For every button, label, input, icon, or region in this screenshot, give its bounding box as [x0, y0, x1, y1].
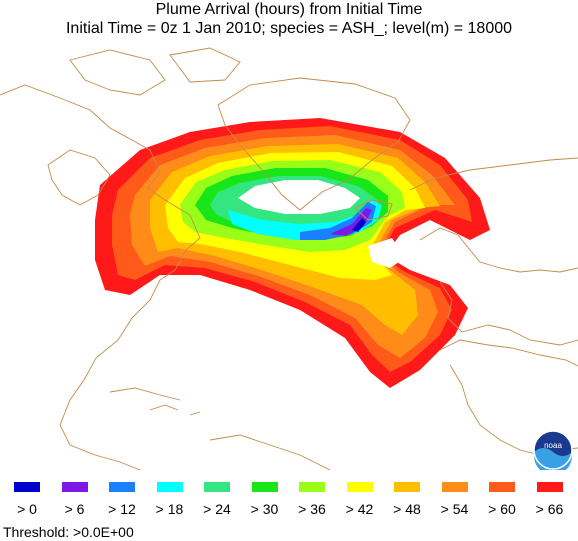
legend-label: > 30: [250, 501, 279, 517]
legend-swatch: [489, 482, 515, 492]
legend-label: > 24: [203, 501, 231, 517]
legend-swatch: [109, 482, 135, 492]
legend-swatch: [204, 482, 230, 492]
legend-label: > 54: [440, 501, 469, 517]
legend-label: > 66: [535, 501, 564, 517]
map-subtitle: Initial Time = 0z 1 Jan 2010; species = …: [65, 20, 513, 37]
legend-label: > 42: [345, 501, 374, 517]
coastline-arctic-islands: [69, 47, 241, 96]
map-title: Plume Arrival (hours) from Initial Time: [155, 1, 423, 18]
legend-swatch: [536, 482, 563, 492]
legend-swatch: [394, 482, 420, 492]
coastline-europe: [409, 157, 578, 346]
coastline-greenland: [217, 77, 411, 211]
legend-swatch: [346, 482, 373, 492]
coastline-north-america: [0, 84, 201, 471]
plume-bands: [95, 118, 490, 388]
legend-label: > 48: [393, 501, 421, 517]
legend-swatch: [14, 482, 40, 492]
coastline-hudson-bay: [47, 149, 111, 206]
noaa-logo-text: noaa: [544, 441, 562, 450]
coastline-iceland: [354, 199, 393, 221]
noaa-logo-icon: noaa: [533, 430, 573, 470]
plume-band-6: [330, 208, 372, 236]
legend-label: > 60: [488, 501, 516, 517]
legend-swatch: [441, 482, 468, 492]
legend-swatch: [251, 482, 278, 492]
coastline-south-america: [209, 434, 331, 471]
threshold-note: Threshold: >0.0E+00: [3, 524, 134, 540]
legend-swatch: [299, 482, 325, 492]
plume-band-0: [352, 218, 366, 232]
legend-label: > 36: [298, 501, 326, 517]
legend-swatch: [156, 482, 183, 492]
plume-map: [0, 47, 578, 471]
coastline-caribbean: [109, 387, 201, 416]
plume-hole-atlantic: [368, 238, 405, 268]
legend-label: > 6: [64, 501, 85, 517]
legend-label: > 18: [155, 501, 184, 517]
legend-label: > 0: [17, 501, 37, 517]
legend-swatch: [61, 482, 88, 492]
legend-label: > 12: [108, 501, 136, 517]
